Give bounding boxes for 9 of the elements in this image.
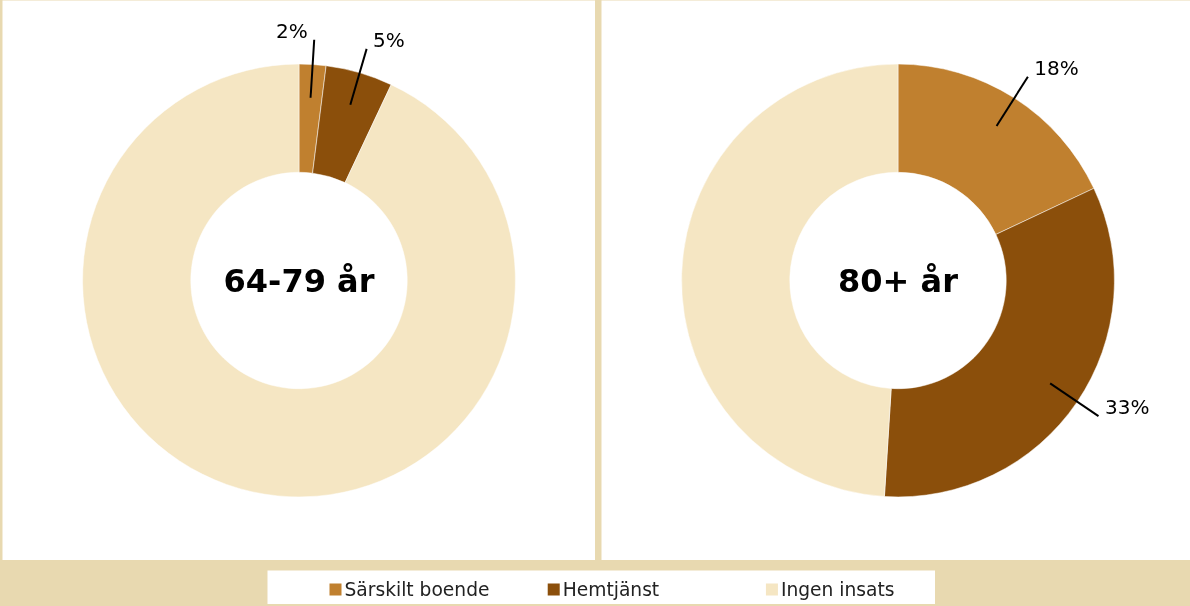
legend-label: Särskilt boende <box>344 579 490 600</box>
data-label: 2% <box>276 19 308 44</box>
data-label: 5% <box>373 28 405 53</box>
legend-label: Ingen insats <box>780 579 895 600</box>
data-label: 33% <box>1104 395 1150 420</box>
text: 80+ år <box>838 261 959 300</box>
data-label: 18% <box>1034 56 1079 81</box>
legend-label: Hemtjänst <box>562 579 660 600</box>
text: 64-79 år <box>223 261 375 300</box>
